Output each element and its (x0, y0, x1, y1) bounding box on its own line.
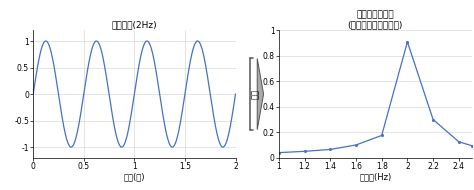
Polygon shape (257, 58, 264, 130)
Y-axis label: 振幅: 振幅 (251, 89, 260, 99)
X-axis label: 時間(秒): 時間(秒) (124, 172, 145, 181)
Title: 元の信号(2Hz): 元の信号(2Hz) (111, 21, 157, 30)
X-axis label: 周波数(Hz): 周波数(Hz) (359, 172, 392, 181)
Title: 周波数解析結果
(高速フーリエ変換後): 周波数解析結果 (高速フーリエ変換後) (347, 10, 403, 30)
